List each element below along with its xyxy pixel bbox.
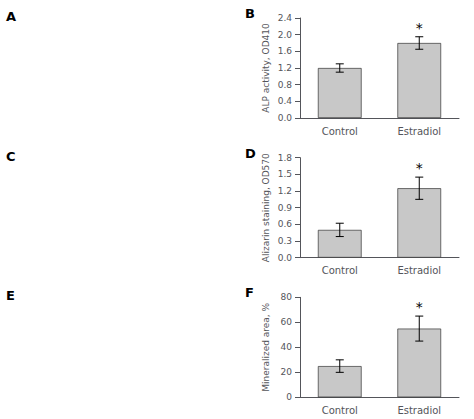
svg-text:1.5: 1.5 bbox=[278, 169, 292, 179]
svg-text:0.4: 0.4 bbox=[278, 96, 293, 106]
svg-text:*: * bbox=[416, 160, 423, 176]
svg-text:1.2: 1.2 bbox=[278, 63, 292, 73]
svg-text:E: E bbox=[6, 288, 15, 303]
svg-text:2.4: 2.4 bbox=[278, 13, 293, 23]
svg-text:0.3: 0.3 bbox=[278, 236, 292, 246]
svg-text:0.8: 0.8 bbox=[278, 80, 293, 90]
svg-text:F: F bbox=[245, 285, 254, 300]
svg-text:B: B bbox=[245, 6, 255, 21]
svg-text:0.0: 0.0 bbox=[278, 253, 293, 263]
svg-text:Estradiol: Estradiol bbox=[397, 265, 441, 276]
svg-text:20: 20 bbox=[281, 367, 293, 377]
svg-text:1.6: 1.6 bbox=[278, 46, 293, 56]
svg-text:2.0: 2.0 bbox=[278, 30, 293, 40]
svg-text:ALP activity, OD410: ALP activity, OD410 bbox=[261, 23, 271, 113]
svg-text:Control: Control bbox=[322, 405, 358, 416]
svg-text:A: A bbox=[6, 9, 16, 24]
svg-text:D: D bbox=[245, 146, 256, 161]
svg-text:Alizarin staining, OD570: Alizarin staining, OD570 bbox=[261, 153, 271, 262]
svg-text:0.0: 0.0 bbox=[278, 113, 293, 123]
svg-text:60: 60 bbox=[281, 317, 293, 327]
svg-text:Estradiol: Estradiol bbox=[397, 126, 441, 137]
svg-text:*: * bbox=[416, 299, 423, 315]
svg-text:Estradiol: Estradiol bbox=[397, 405, 441, 416]
svg-text:0: 0 bbox=[286, 392, 292, 402]
svg-text:0.9: 0.9 bbox=[278, 203, 293, 213]
svg-text:0.6: 0.6 bbox=[278, 219, 293, 229]
svg-text:C: C bbox=[6, 149, 16, 164]
svg-text:Mineralized area, %: Mineralized area, % bbox=[261, 302, 271, 391]
svg-text:Control: Control bbox=[322, 126, 358, 137]
svg-text:1.2: 1.2 bbox=[278, 186, 292, 196]
svg-text:Control: Control bbox=[322, 265, 358, 276]
svg-text:1.8: 1.8 bbox=[278, 153, 293, 163]
svg-text:80: 80 bbox=[281, 292, 293, 302]
svg-text:40: 40 bbox=[281, 342, 293, 352]
svg-text:*: * bbox=[416, 20, 423, 36]
